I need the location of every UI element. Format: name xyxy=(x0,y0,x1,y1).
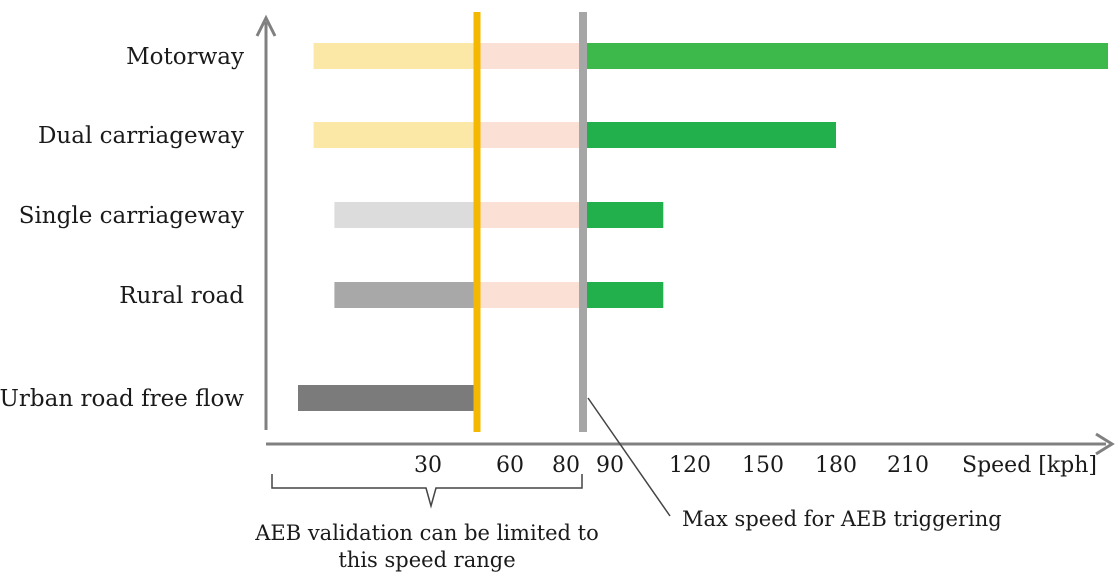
x-tick-label: 180 xyxy=(815,453,857,478)
x-axis-label: Speed [kph] xyxy=(962,453,1097,478)
bar-segment-3-1 xyxy=(334,202,477,228)
tick-labels-layer: 30 60 80 90 120 150 180 210 xyxy=(414,453,929,478)
x-tick-label: 30 xyxy=(414,453,442,478)
reference-lines-layer xyxy=(473,12,587,432)
x-tick-label: 210 xyxy=(887,453,929,478)
y-axis-arrowhead xyxy=(255,14,277,37)
bar-segment-1-3 xyxy=(583,43,1108,69)
bar-segment-4-1 xyxy=(334,282,477,308)
bar-segment-5-1 xyxy=(298,385,477,411)
bar-segment-4-2 xyxy=(477,282,583,308)
bar-segment-2-2 xyxy=(477,122,583,148)
bracket-annotation-line1: AEB validation can be limited to xyxy=(254,521,599,545)
category-label: Urban road free flow xyxy=(0,386,244,412)
bar-segment-4-3 xyxy=(583,282,664,308)
bar-segment-1-1 xyxy=(313,43,477,69)
bar-segment-3-2 xyxy=(477,202,583,228)
category-label: Single carriageway xyxy=(19,203,244,229)
bar-segment-3-3 xyxy=(583,202,664,228)
max-speed-annotation: Max speed for AEB triggering xyxy=(682,507,1002,531)
speed-range-bracket xyxy=(271,474,583,509)
x-tick-label: 90 xyxy=(596,453,624,478)
x-tick-label: 120 xyxy=(669,453,711,478)
category-label: Motorway xyxy=(126,44,244,70)
category-label: Rural road xyxy=(119,283,244,309)
bracket-annotation-line2: this speed range xyxy=(338,548,515,572)
x-axis-arrowhead xyxy=(1095,432,1115,456)
x-tick-label: 60 xyxy=(496,453,524,478)
bar-segment-2-1 xyxy=(313,122,477,148)
x-tick-label: 80 xyxy=(552,453,580,478)
category-label: Dual carriageway xyxy=(38,123,244,149)
bar-segment-2-3 xyxy=(583,122,836,148)
bar-segment-1-2 xyxy=(477,43,583,69)
x-tick-label: 150 xyxy=(742,453,784,478)
category-labels-layer: Motorway Dual carriageway Single carriagew… xyxy=(0,44,244,412)
bars-layer xyxy=(298,43,1108,411)
max-speed-pointer-line xyxy=(587,397,671,517)
